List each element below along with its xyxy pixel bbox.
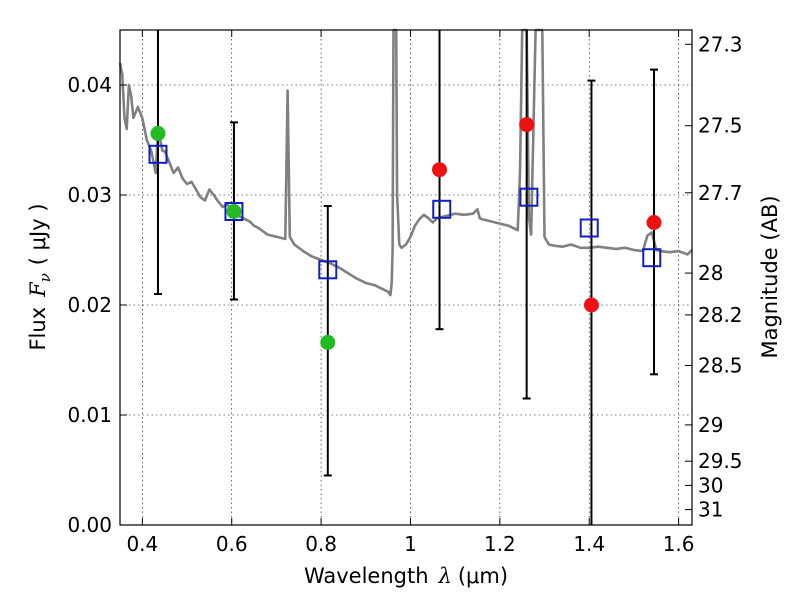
y2-tick-label: 31: [698, 498, 723, 522]
data-point-circle: [646, 215, 662, 230]
y2-axis-label: Magnitude (AB): [758, 195, 782, 358]
x-axis-label-text: Wavelength: [304, 564, 429, 588]
y-tick-label: 0.04: [67, 73, 112, 97]
data-point-circle: [226, 204, 242, 219]
data-point-square: [224, 202, 244, 221]
y-axis-label-text: Flux: [26, 307, 50, 351]
x-axis-unit: (μm): [458, 564, 508, 588]
x-tick-label: 1.4: [573, 532, 605, 556]
x-tick-label: 1.2: [484, 532, 516, 556]
x-tick-label: 0.4: [126, 532, 158, 556]
y-tick-label: 0.01: [67, 403, 112, 427]
error-bar-series: [153, 30, 659, 525]
x-axis-label: Wavelength λ (μm): [304, 564, 508, 588]
y2-tick-label: 29: [698, 413, 723, 437]
data-point-square: [642, 248, 662, 268]
x-tick-label: 1.6: [663, 532, 695, 556]
data-point-square: [519, 187, 539, 207]
x-axis-symbol: λ: [438, 564, 452, 588]
y-axis-subscript: ν: [36, 273, 54, 282]
y-tick-label: 0.02: [67, 293, 112, 317]
data-point-circle: [432, 162, 448, 178]
data-point-square: [432, 199, 452, 219]
data-point-circle: [519, 117, 535, 133]
grid: [120, 30, 692, 526]
y2-tick-label: 29.5: [698, 449, 743, 473]
y2-tick-label: 28: [698, 261, 723, 285]
y-axis-label: Flux Fν ( μJy ): [26, 203, 54, 350]
y-tick-label: 0.03: [67, 183, 112, 207]
y2-tick-label: 27.7: [698, 181, 743, 205]
y-axis-unit: ( μJy ): [26, 203, 50, 265]
y2-tick-label: 30: [698, 473, 723, 497]
data-point-square: [148, 144, 168, 164]
data-point-square: [318, 260, 338, 280]
model-spectrum-line: [118, 28, 693, 297]
y2-tick-label: 28.5: [698, 354, 743, 378]
spectrum-series: [118, 28, 693, 297]
data-point-circle: [150, 125, 166, 141]
y-axis-symbol: F: [26, 281, 50, 298]
y2-tick-label: 27.5: [698, 114, 743, 138]
y2-tick-label: 28.2: [698, 303, 743, 327]
x-tick-label: 0.8: [305, 532, 337, 556]
x-tick-label: 0.6: [216, 532, 248, 556]
x-tick-label: 1: [404, 532, 417, 556]
data-point-square: [579, 218, 599, 238]
y2-tick-label: 27.3: [698, 32, 743, 56]
data-point-circle: [320, 334, 336, 350]
plot-frame: [119, 29, 693, 526]
axis-ticks: 0.4 0.6 0.8 1 1.2 1.4 1.6 0.00 0.01 0.02 0.03 0.04 2…: [67, 30, 743, 556]
marker-series: [148, 117, 662, 350]
y-tick-label: 0.00: [67, 513, 112, 537]
data-point-circle: [583, 297, 599, 313]
